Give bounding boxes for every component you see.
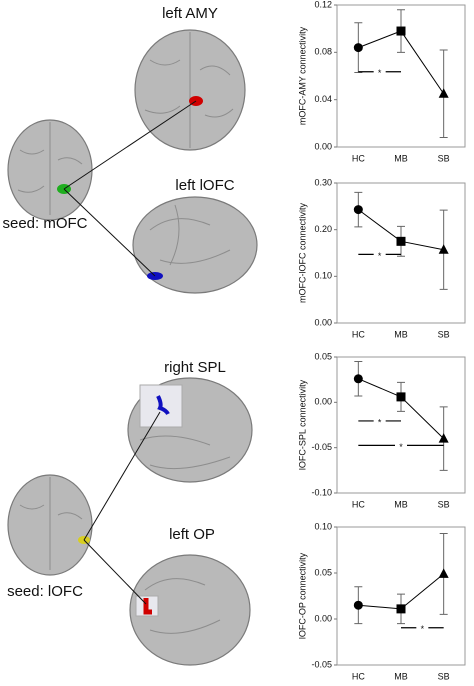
- brain-illustrations-2: [7, 377, 253, 666]
- y-tick-label: 0.05: [314, 567, 332, 577]
- op-region: [143, 598, 152, 615]
- x-tick-label: HC: [352, 153, 365, 163]
- seed-label: seed: mOFC: [2, 215, 87, 232]
- connection-line: [83, 539, 147, 605]
- x-tick-label: SB: [438, 499, 450, 509]
- x-tick-label: MB: [394, 329, 408, 339]
- plot-frame: [336, 356, 466, 494]
- significance-label: *: [378, 68, 382, 78]
- y-tick-label: 0.10: [314, 271, 332, 281]
- marker: [353, 374, 363, 384]
- y-tick-label: 0.00: [314, 613, 332, 623]
- plot-frame: [336, 526, 466, 666]
- spl-region: [156, 395, 170, 415]
- y-tick-label: 0.04: [314, 94, 332, 104]
- region-label: right SPL: [164, 359, 226, 376]
- x-tick-label: HC: [352, 671, 365, 681]
- y-tick-label: 0.10: [314, 521, 332, 531]
- significance-label: *: [378, 251, 382, 261]
- region-label: left AMY: [162, 5, 218, 22]
- x-tick-label: SB: [438, 671, 450, 681]
- significance-label: *: [399, 442, 403, 452]
- marker: [396, 236, 406, 246]
- connection-line: [83, 411, 161, 541]
- y-tick-label: 0.05: [314, 351, 332, 361]
- region-label: left lOFC: [175, 177, 234, 194]
- y-tick-label: 0.00: [314, 141, 332, 151]
- marker: [353, 600, 363, 610]
- x-tick-label: MB: [394, 499, 408, 509]
- y-tick-label: -0.10: [311, 487, 332, 497]
- marker: [438, 568, 449, 578]
- region-label: left OP: [169, 526, 215, 543]
- marker: [396, 604, 406, 614]
- brain-lateral-view: [129, 554, 251, 666]
- y-tick-label: 0.00: [314, 397, 332, 407]
- significance-label: *: [378, 417, 382, 427]
- marker: [353, 43, 363, 53]
- y-tick-label: -0.05: [311, 442, 332, 452]
- x-tick-label: MB: [394, 153, 408, 163]
- connection-line: [63, 100, 197, 190]
- y-tick-label: 0.30: [314, 177, 332, 187]
- marker: [438, 244, 449, 254]
- marker: [396, 392, 406, 402]
- x-tick-label: HC: [352, 329, 365, 339]
- y-tick-label: 0.00: [314, 317, 332, 327]
- brain-illustrations-1: [7, 29, 258, 294]
- y-axis-label: lOFC-SPL connectivity: [297, 379, 307, 470]
- marker: [438, 88, 449, 98]
- plot-frame: [336, 4, 466, 148]
- plot-frame: [336, 182, 466, 324]
- y-tick-label: 0.08: [314, 47, 332, 57]
- x-tick-label: MB: [394, 671, 408, 681]
- y-tick-label: -0.05: [311, 659, 332, 669]
- y-axis-label: lOFC-OP connectivity: [297, 552, 307, 639]
- connection-line: [63, 188, 156, 277]
- y-axis-label: mOFC-lOFC connectivity: [297, 202, 307, 303]
- y-axis-label: mOFC-AMY connectivity: [297, 26, 307, 125]
- x-tick-label: SB: [438, 153, 450, 163]
- x-tick-label: HC: [352, 499, 365, 509]
- marker: [438, 433, 449, 443]
- brain-lateral-view: [132, 196, 258, 294]
- y-tick-label: 0.12: [314, 0, 332, 9]
- y-tick-label: 0.20: [314, 224, 332, 234]
- marker: [353, 205, 363, 215]
- x-tick-label: SB: [438, 329, 450, 339]
- seed-label: seed: lOFC: [7, 583, 83, 600]
- marker: [396, 26, 406, 36]
- significance-label: *: [421, 624, 425, 634]
